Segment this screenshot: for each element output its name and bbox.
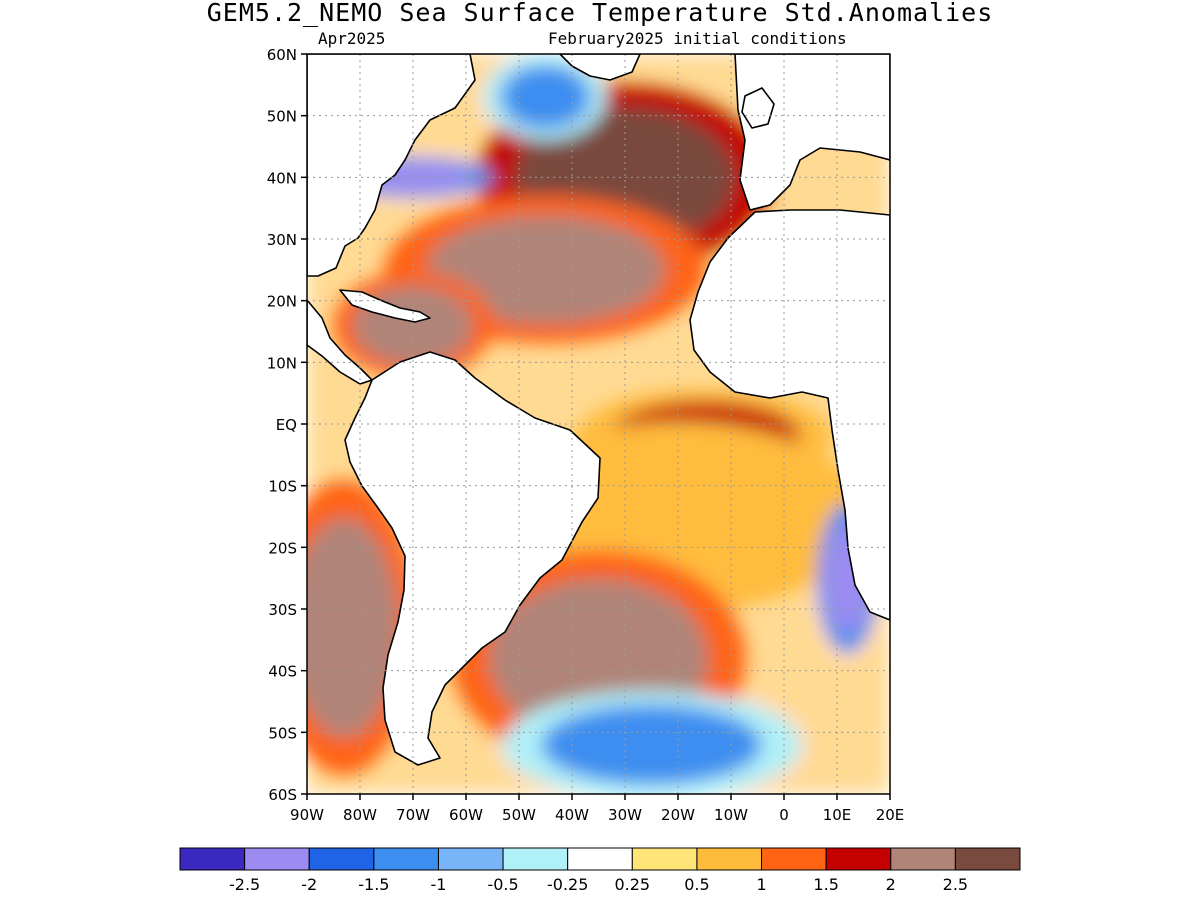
map-title: GEM5.2_NEMO Sea Surface Temperature Std.… (206, 0, 994, 27)
africa-land (689, 209, 890, 621)
colorbar-swatch (890, 847, 956, 871)
colorbar-label: 1 (756, 875, 766, 894)
colorbar-label: 2.5 (943, 875, 968, 894)
lat-tick-label: 40N (267, 169, 297, 187)
colorbar-swatch (179, 847, 246, 871)
south-america-land (344, 351, 601, 766)
lon-tick-label: 60W (449, 806, 483, 824)
anomaly-region (500, 65, 591, 130)
colorbar-swatch (761, 847, 827, 871)
lon-tick-label: 10E (823, 806, 852, 824)
land-mask (307, 54, 890, 766)
colorbar-swatch (502, 847, 569, 871)
lead-month-label: Apr2025 (318, 29, 386, 48)
lat-tick-label: 30N (267, 231, 297, 249)
lon-tick-label: 20W (661, 806, 695, 824)
antilles-land (339, 289, 431, 323)
colorbar-label: -0.5 (487, 875, 518, 894)
colorbar: -2.5 -2 -1.5 -1 -0.5 -0.25 0.25 0.5 1 1.5 2 2.5 (179, 847, 1021, 894)
colorbar-swatch (437, 847, 504, 871)
lon-tick-label: 0 (779, 806, 789, 824)
colorbar-swatch (567, 847, 633, 871)
colorbar-label: -0.25 (547, 875, 588, 894)
lat-tick-label: 60S (268, 786, 297, 804)
lat-tick-label: 60N (267, 46, 297, 64)
colorbar-label: -2 (301, 875, 317, 894)
lon-tick-label: 40W (555, 806, 589, 824)
axis-ticks: 60N 50N 40N 30N 20N 10N EQ 10S 20S 30S 40S 50S 60S 90… (267, 46, 905, 824)
colorbar-label: 0.25 (614, 875, 650, 894)
colorbar-label: -1.5 (358, 875, 389, 894)
anomaly-region (425, 214, 666, 325)
colorbar-label: 1.5 (813, 875, 838, 894)
lat-tick-label: 50N (267, 108, 297, 126)
lon-tick-label: 50W (502, 806, 536, 824)
colorbar-label: 0.5 (684, 875, 709, 894)
lat-tick-label: 30S (268, 601, 297, 619)
anomaly-region (541, 704, 762, 785)
europe-land (734, 54, 890, 211)
lat-tick-label: 10S (268, 478, 297, 496)
british-isles-land (741, 87, 775, 129)
colorbar-label: -2.5 (229, 875, 260, 894)
lat-tick-label: 40S (268, 663, 297, 681)
colorbar-swatch (244, 847, 310, 871)
colorbar-label: -1 (430, 875, 446, 894)
colorbar-swatch (954, 847, 1021, 871)
lat-tick-label: EQ (276, 416, 297, 434)
lon-tick-label: 30W (608, 806, 642, 824)
lat-tick-label: 20S (268, 539, 297, 557)
lon-tick-label: 90W (290, 806, 324, 824)
colorbar-swatch (373, 847, 439, 871)
map-body (307, 54, 890, 794)
graticule (307, 54, 890, 794)
lon-tick-label: 20E (876, 806, 905, 824)
lat-tick-label: 10N (267, 354, 297, 372)
lon-tick-label: 10W (714, 806, 748, 824)
colorbar-swatch (308, 847, 375, 871)
colorbar-swatch (631, 847, 698, 871)
colorbar-label: 2 (886, 875, 896, 894)
lon-tick-label: 80W (343, 806, 377, 824)
lat-tick-label: 20N (267, 293, 297, 311)
lat-tick-label: 50S (268, 724, 297, 742)
initial-conditions-label: February2025 initial conditions (548, 29, 847, 48)
anomaly-region (307, 517, 400, 738)
colorbar-swatch (696, 847, 763, 871)
lon-tick-label: 70W (396, 806, 430, 824)
colorbar-swatch (825, 847, 892, 871)
north-america-land (307, 54, 476, 277)
